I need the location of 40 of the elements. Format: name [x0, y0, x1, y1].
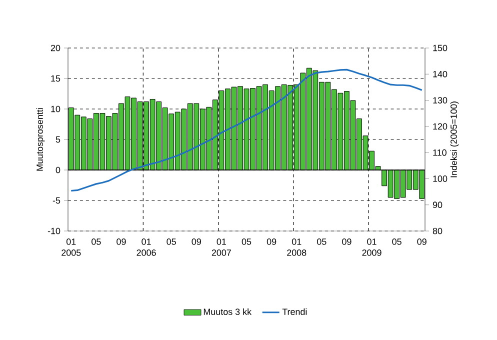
y2-tick-label: 150 — [433, 44, 448, 52]
x-tick-label: 05 — [166, 238, 176, 245]
y-tick-label: 5 — [56, 136, 60, 143]
y2-tick-label: 110 — [433, 149, 446, 156]
y2-axis-title: Indeksi (2005=100) — [450, 102, 459, 178]
text: 2008 — [287, 250, 306, 256]
x-tick-label: 01 — [142, 238, 151, 245]
line-series — [70, 68, 423, 192]
y-tick-label: -10 — [48, 228, 60, 234]
x-tick-label: 05 — [92, 238, 101, 245]
text: 2006 — [136, 250, 156, 256]
x-tick-label: 01 — [216, 238, 226, 245]
x-tick-label: 01 — [367, 238, 376, 245]
y2-tick-label: 90 — [432, 202, 442, 208]
y-tick-label: -5 — [52, 197, 60, 204]
x-tick-label: 05 — [392, 238, 402, 245]
text: 2007 — [212, 250, 231, 256]
y-tick-label: 15 — [51, 75, 60, 82]
y-axis-title: Muutosprosentti — [36, 108, 45, 171]
x-tick-label: 05 — [317, 238, 326, 245]
legend-label: Trendi — [282, 308, 307, 315]
y2-tick-label: 80 — [432, 228, 442, 234]
y2-tick-label: 140 — [433, 70, 448, 78]
x-tick-label: 09 — [192, 238, 201, 245]
x-tick-label: 01 — [292, 238, 302, 245]
x-tick-label: 01 — [66, 238, 76, 245]
legend-label: Muutos 3 kk — [204, 308, 252, 315]
text: 2005 — [62, 250, 81, 256]
y-tick-label: 20 — [50, 44, 60, 52]
y2-tick-label: 120 — [433, 123, 448, 130]
text: 2009 — [362, 250, 382, 256]
x-tick-label: 09 — [116, 238, 126, 245]
x-tick-label: 05 — [242, 238, 252, 245]
y2-tick-label: 130 — [433, 97, 448, 104]
x-tick-label: 09 — [266, 238, 276, 245]
y-tick-label: 0 — [56, 166, 60, 174]
x-tick-label: 09 — [417, 238, 426, 245]
y-tick-label: 10 — [51, 106, 60, 112]
x-tick-label: 09 — [342, 238, 352, 245]
y2-tick-label: 100 — [433, 176, 448, 182]
